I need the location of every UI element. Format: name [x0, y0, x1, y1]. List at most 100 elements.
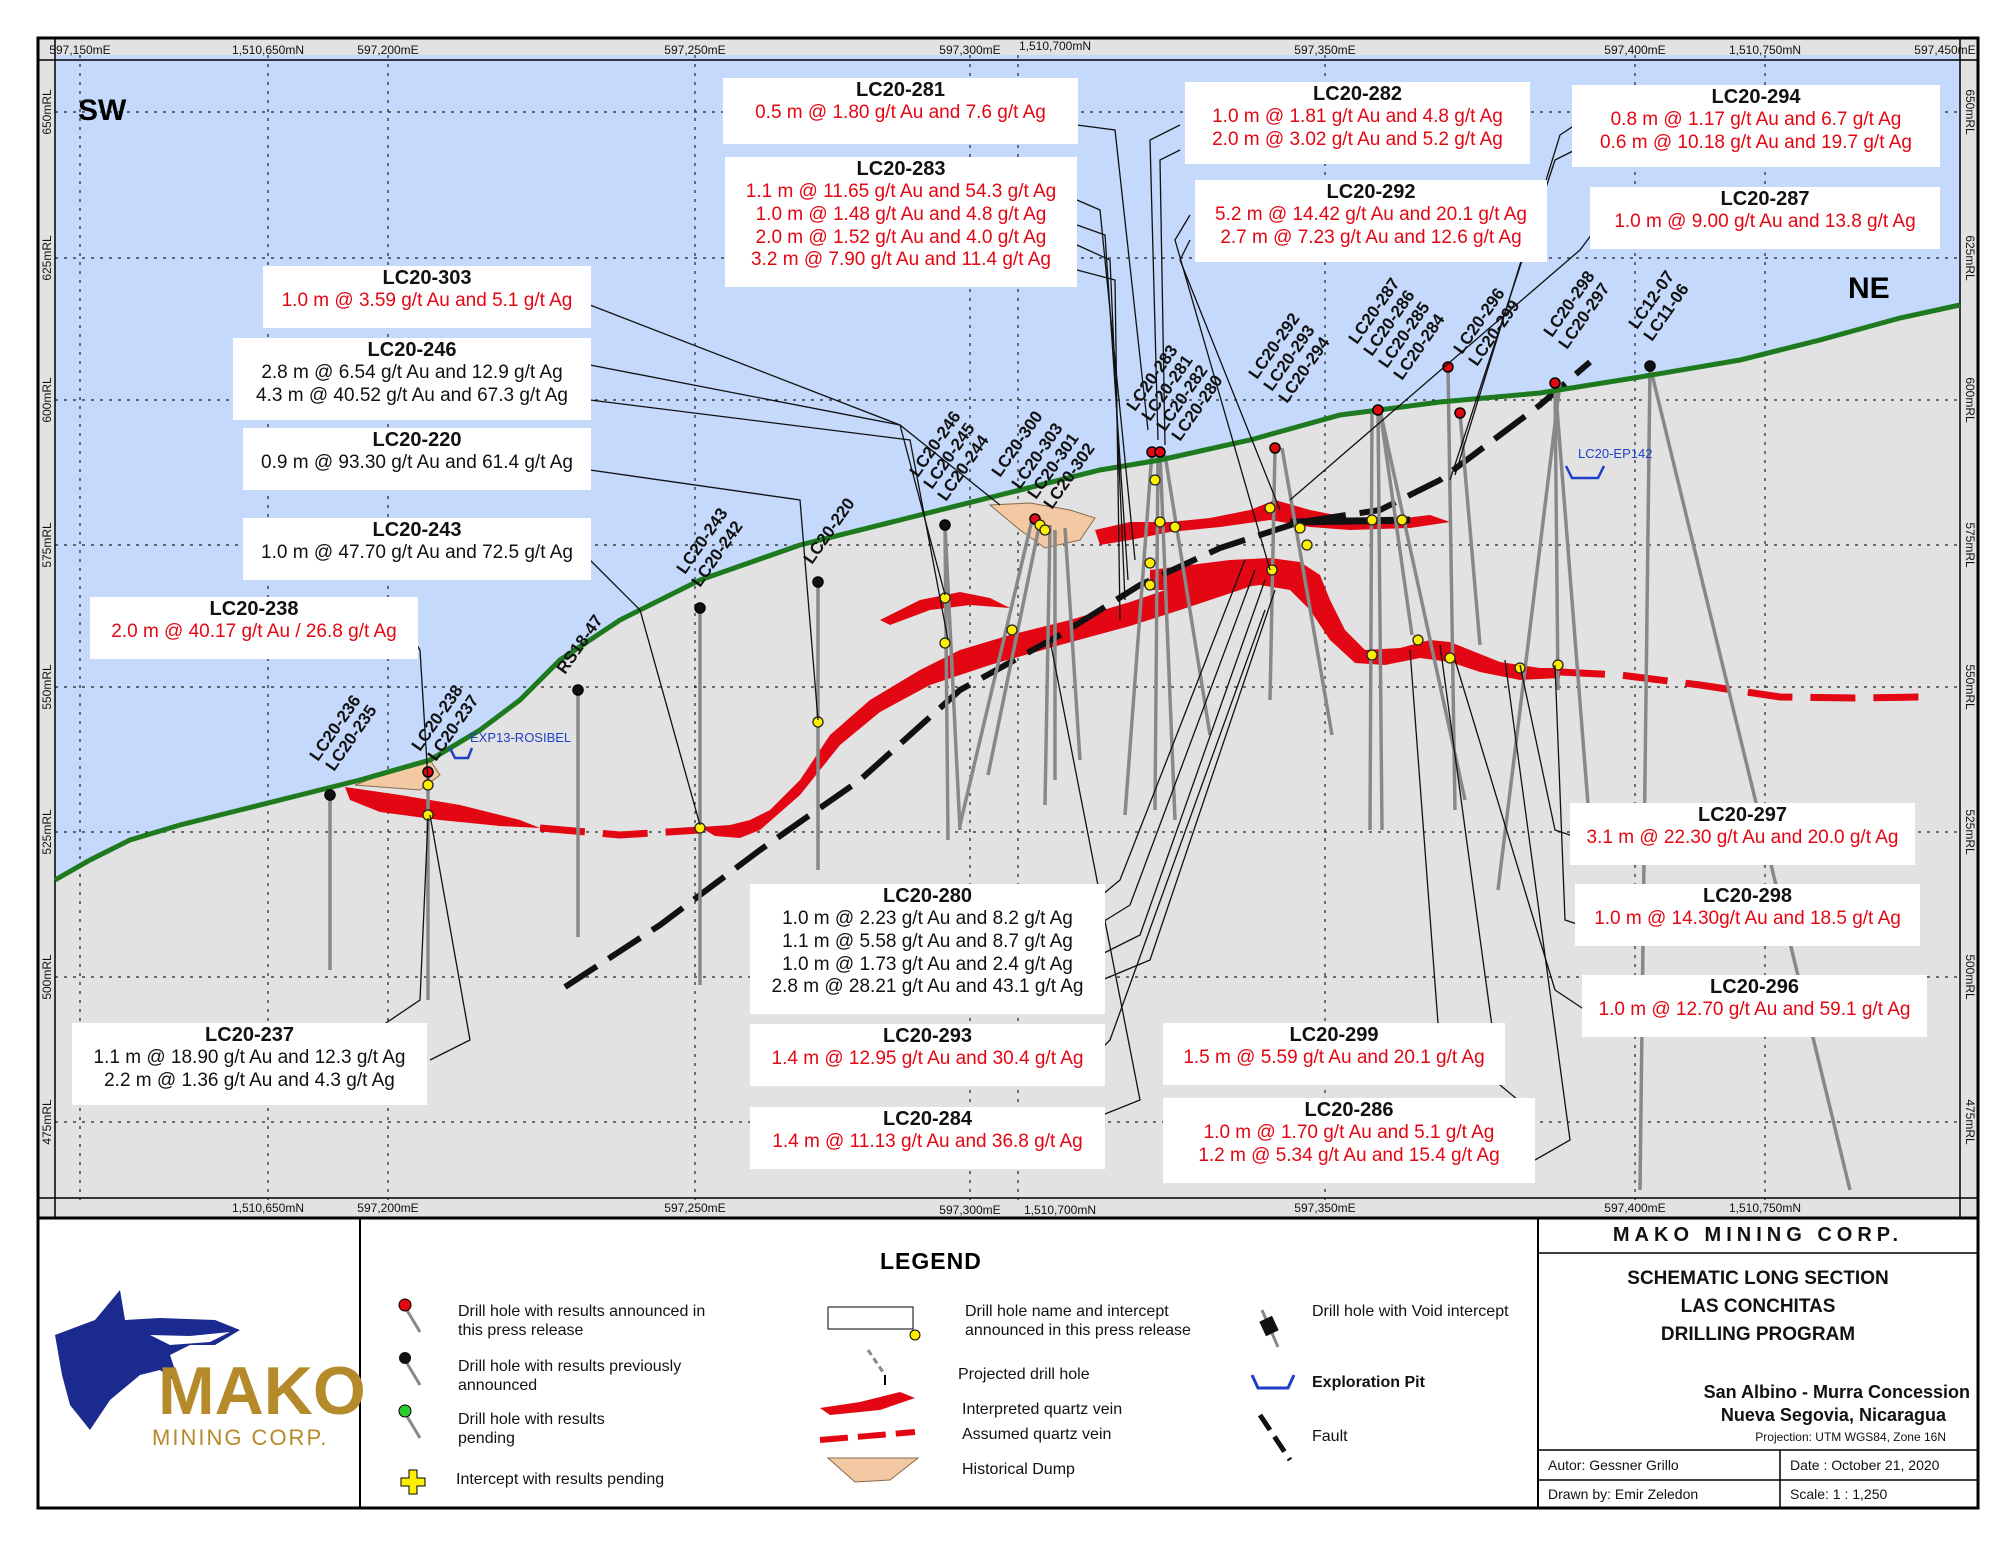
- callout-line: 1.0 m @ 9.00 g/t Au and 13.8 g/t Ag: [1614, 211, 1916, 232]
- callout-line: 1.4 m @ 12.95 g/t Au and 30.4 g/t Ag: [771, 1048, 1084, 1069]
- intercept-marker: [1444, 652, 1456, 664]
- quartz-vein: [880, 592, 1010, 625]
- callout-line: 1.0 m @ 1.73 g/t Au and 2.4 g/t Ag: [782, 953, 1073, 975]
- quartz-vein: [345, 787, 540, 828]
- legend-item: Drill hole with results previously annou…: [458, 1358, 682, 1395]
- elev-right-label: 475mRL: [1963, 1099, 1977, 1145]
- intercept-marker: [422, 779, 434, 791]
- grid-top-label: 597,250mE: [664, 43, 725, 57]
- grid-top-label: 597,350mE: [1294, 43, 1355, 57]
- callout-lc20-284: LC20-284 1.4 m @ 11.13 g/t Au and 36.8 g/…: [750, 1107, 1105, 1169]
- elev-left-label: 550mRL: [40, 664, 54, 710]
- callout-line: 0.5 m @ 1.80 g/t Au and 7.6 g/t Ag: [755, 102, 1046, 123]
- callout-title: LC20-294: [1711, 86, 1801, 108]
- drill-hole-trace: [1378, 409, 1414, 636]
- legend-item: Interpreted quartz vein: [962, 1401, 1123, 1418]
- grid-top-label: 597,400mE: [1604, 43, 1665, 57]
- callout-leader-line: [1179, 239, 1281, 511]
- scale: Scale: 1 : 1,250: [1790, 1486, 1888, 1502]
- elev-left-label: 600mRL: [40, 377, 54, 423]
- grid-top-label: 597,450mE: [1914, 43, 1975, 57]
- grid-top-label: 1,510,750mN: [1729, 43, 1801, 57]
- intercept-marker: [1006, 624, 1018, 636]
- callout-leader-line: [1076, 199, 1136, 561]
- callout-title: LC20-296: [1710, 976, 1799, 998]
- intercept-marker: [1366, 514, 1378, 526]
- callout-lc20-220: LC20-220 0.9 m @ 93.30 g/t Au and 61.4 g/…: [243, 428, 591, 490]
- callout-leader-line: [1454, 124, 1576, 476]
- hole-collar-previous[interactable]: [572, 684, 584, 696]
- callout-line: 1.0 m @ 3.59 g/t Au and 5.1 g/t Ag: [281, 290, 573, 311]
- callout-line: 1.1 m @ 18.90 g/t Au and 12.3 g/t Ag: [93, 1047, 406, 1068]
- drill-hole-trace: [958, 519, 1034, 826]
- callout-line: 1.0 m @ 47.70 g/t Au and 72.5 g/t Ag: [261, 542, 573, 563]
- drill-hole-trace: [1458, 412, 1482, 646]
- elev-right-label: 500mRL: [1963, 954, 1977, 1000]
- legend-item: Exploration Pit: [1312, 1374, 1425, 1391]
- legend-assumed-vein-icon: [819, 1429, 916, 1443]
- legend-new-hole-icon: [398, 1298, 412, 1312]
- callout-title: LC20-299: [1289, 1024, 1379, 1046]
- callout-lc20-297: LC20-297 3.1 m @ 22.30 g/t Au and 20.0 g/…: [1570, 803, 1915, 865]
- legend-item: Historical Dump: [962, 1461, 1075, 1478]
- elev-right-label: 600mRL: [1963, 377, 1977, 423]
- callout-line: 1.0 m @ 1.48 g/t Au and 4.8 g/t Ag: [755, 203, 1047, 225]
- intercept-marker: [1169, 521, 1181, 533]
- hole-collar-previous[interactable]: [1644, 360, 1656, 372]
- hole-collar-new[interactable]: [1269, 442, 1281, 454]
- grid-bottom-label: 597,300mE: [939, 1203, 1000, 1217]
- pit-label: EXP13-ROSIBEL: [470, 730, 571, 745]
- hole-collar-previous[interactable]: [939, 519, 951, 531]
- callout-line: 2.0 m @ 3.02 g/t Au and 5.2 g/t Ag: [1212, 128, 1503, 150]
- hole-collar-previous[interactable]: [694, 602, 706, 614]
- callout-title: LC20-287: [1720, 188, 1810, 210]
- callout-lc20-286: LC20-286 1.0 m @ 1.70 g/t Au and 5.1 g/t …: [1163, 1098, 1535, 1183]
- drill-hole-trace: [1378, 409, 1467, 801]
- callout-line: 1.1 m @ 5.58 g/t Au and 8.7 g/t Ag: [782, 930, 1073, 952]
- grid-bottom-label: 1,510,700mN: [1024, 1203, 1096, 1217]
- callout-line: 2.8 m @ 28.21 g/t Au and 43.1 g/t Ag: [771, 976, 1084, 998]
- callout-leader-line: [589, 364, 946, 596]
- callout-line: 5.2 m @ 14.42 g/t Au and 20.1 g/t Ag: [1215, 204, 1527, 225]
- callout-lc20-303: LC20-303 1.0 m @ 3.59 g/t Au and 5.1 g/t …: [263, 266, 591, 328]
- hole-collar-new[interactable]: [1372, 404, 1384, 416]
- callout-lc20-293: LC20-293 1.4 m @ 12.95 g/t Au and 30.4 g/…: [750, 1024, 1105, 1086]
- callout-leader-line: [1049, 639, 1141, 1121]
- grid-bottom-label: 597,200mE: [357, 1201, 418, 1215]
- legend-previous-hole-icon: [399, 1352, 411, 1364]
- legend-dump-icon: [826, 1457, 920, 1483]
- intercept-marker: [1149, 474, 1161, 486]
- hole-collar-new[interactable]: [1154, 446, 1166, 458]
- legend-fault-icon: [1257, 1413, 1293, 1462]
- drill-hole-trace: [1123, 451, 1154, 816]
- hole-collar-new[interactable]: [1442, 361, 1454, 373]
- callout-leader-line: [382, 817, 429, 1026]
- grid-bottom-label: 1,510,750mN: [1729, 1201, 1801, 1215]
- grid-top-label: 597,150mE: [49, 43, 110, 57]
- fault-line: [1289, 516, 1411, 526]
- hole-collar-new[interactable]: [1454, 407, 1466, 419]
- callout-line: 1.5 m @ 5.59 g/t Au and 20.1 g/t Ag: [1183, 1047, 1485, 1068]
- hole-collar-new[interactable]: [1549, 377, 1561, 389]
- intercept-marker: [939, 637, 951, 649]
- company-name: MAKO MINING CORP.: [1612, 1224, 1904, 1246]
- callout-line: 2.8 m @ 6.54 g/t Au and 12.9 g/t Ag: [261, 362, 563, 383]
- intercept-marker: [1412, 634, 1424, 646]
- elev-left-label: 475mRL: [40, 1099, 54, 1145]
- drill-hole-trace: [1368, 409, 1374, 831]
- drill-hole-trace: [943, 524, 962, 831]
- drill-hole-trace: [986, 521, 1042, 776]
- elev-right-label: 575mRL: [1963, 522, 1977, 568]
- intercept-marker: [1366, 649, 1378, 661]
- legend-quartz-vein-icon: [820, 1392, 915, 1415]
- legend-callout-icon: [827, 1306, 914, 1330]
- callout-title: LC20-246: [367, 339, 457, 361]
- date: Date : October 21, 2020: [1790, 1457, 1940, 1473]
- callout-lc20-292: LC20-292 5.2 m @ 14.42 g/t Au and 20.1 g/…: [1195, 180, 1547, 262]
- hole-collar-previous[interactable]: [324, 789, 336, 801]
- callout-title: LC20-297: [1698, 804, 1787, 826]
- legend-item: Intercept with results pending: [456, 1471, 665, 1488]
- callout-line: 0.8 m @ 1.17 g/t Au and 6.7 g/t Ag: [1610, 109, 1902, 130]
- exploration-pit: [1564, 465, 1606, 480]
- hole-collar-previous[interactable]: [812, 576, 824, 588]
